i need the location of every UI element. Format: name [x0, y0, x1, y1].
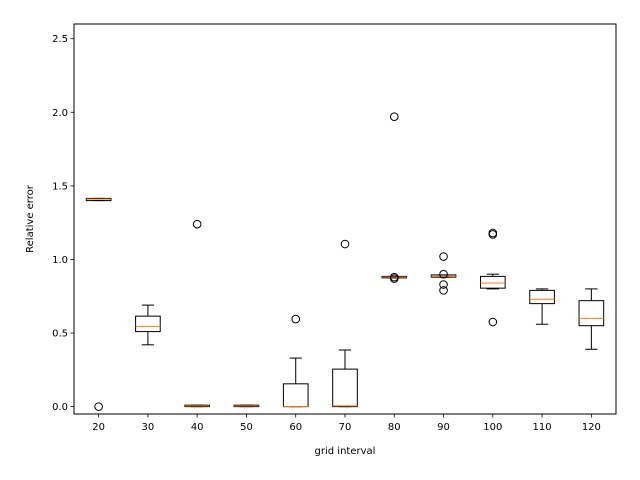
- x-axis-label: grid interval: [315, 446, 376, 457]
- box: [578, 300, 605, 327]
- x-tick-label: 80: [388, 422, 401, 433]
- box-group: [430, 252, 457, 295]
- outlier-point: [389, 112, 399, 122]
- box-group: [480, 228, 506, 327]
- y-axis-label: Relative error: [25, 184, 36, 253]
- x-tick-label: 120: [582, 422, 601, 433]
- x-tick-label: 30: [142, 422, 155, 433]
- box-group: [332, 239, 358, 408]
- y-axis: 0.0 0.5 1.0 1.5 2.0 2.5: [52, 34, 74, 413]
- y-tick-label: 0.0: [52, 402, 68, 413]
- outlier-point: [488, 230, 498, 239]
- x-tick-label: 70: [339, 422, 352, 433]
- box-group: [85, 197, 112, 411]
- outlier-point: [340, 239, 350, 249]
- x-tick-label: 60: [289, 422, 302, 433]
- box: [480, 275, 506, 289]
- x-tick-label: 50: [240, 422, 253, 433]
- x-tick-label: 90: [437, 422, 450, 433]
- y-tick-label: 1.0: [52, 255, 68, 266]
- y-tick-label: 1.5: [52, 181, 68, 192]
- box-group: [184, 219, 210, 408]
- x-tick-label: 40: [191, 422, 204, 433]
- box-group: [529, 288, 555, 325]
- box-group: [578, 288, 605, 350]
- box-group: [282, 314, 309, 408]
- box: [135, 315, 161, 333]
- outlier-point: [439, 286, 448, 295]
- x-tick-label: 20: [92, 422, 105, 433]
- outlier-point: [439, 269, 448, 279]
- outlier-point: [192, 219, 202, 229]
- box: [282, 383, 309, 408]
- outlier-point: [291, 314, 301, 324]
- box-group: [381, 112, 408, 283]
- outlier-point: [488, 317, 498, 327]
- box: [529, 289, 555, 305]
- plot-area: [85, 112, 605, 411]
- box-group: [135, 304, 161, 346]
- outlier-point: [439, 280, 448, 289]
- x-axis: 20 30 40 50 60 70 80 90 100 110 120: [92, 414, 601, 433]
- x-tick-label: 110: [533, 422, 552, 433]
- y-tick-label: 0.5: [52, 329, 68, 340]
- y-tick-label: 2.5: [52, 34, 68, 45]
- y-tick-label: 2.0: [52, 108, 68, 119]
- box: [332, 368, 358, 408]
- outlier-point: [439, 252, 448, 261]
- x-tick-label: 100: [483, 422, 502, 433]
- box-group: [233, 404, 260, 408]
- outlier-point: [389, 272, 399, 282]
- outlier-point: [94, 402, 103, 411]
